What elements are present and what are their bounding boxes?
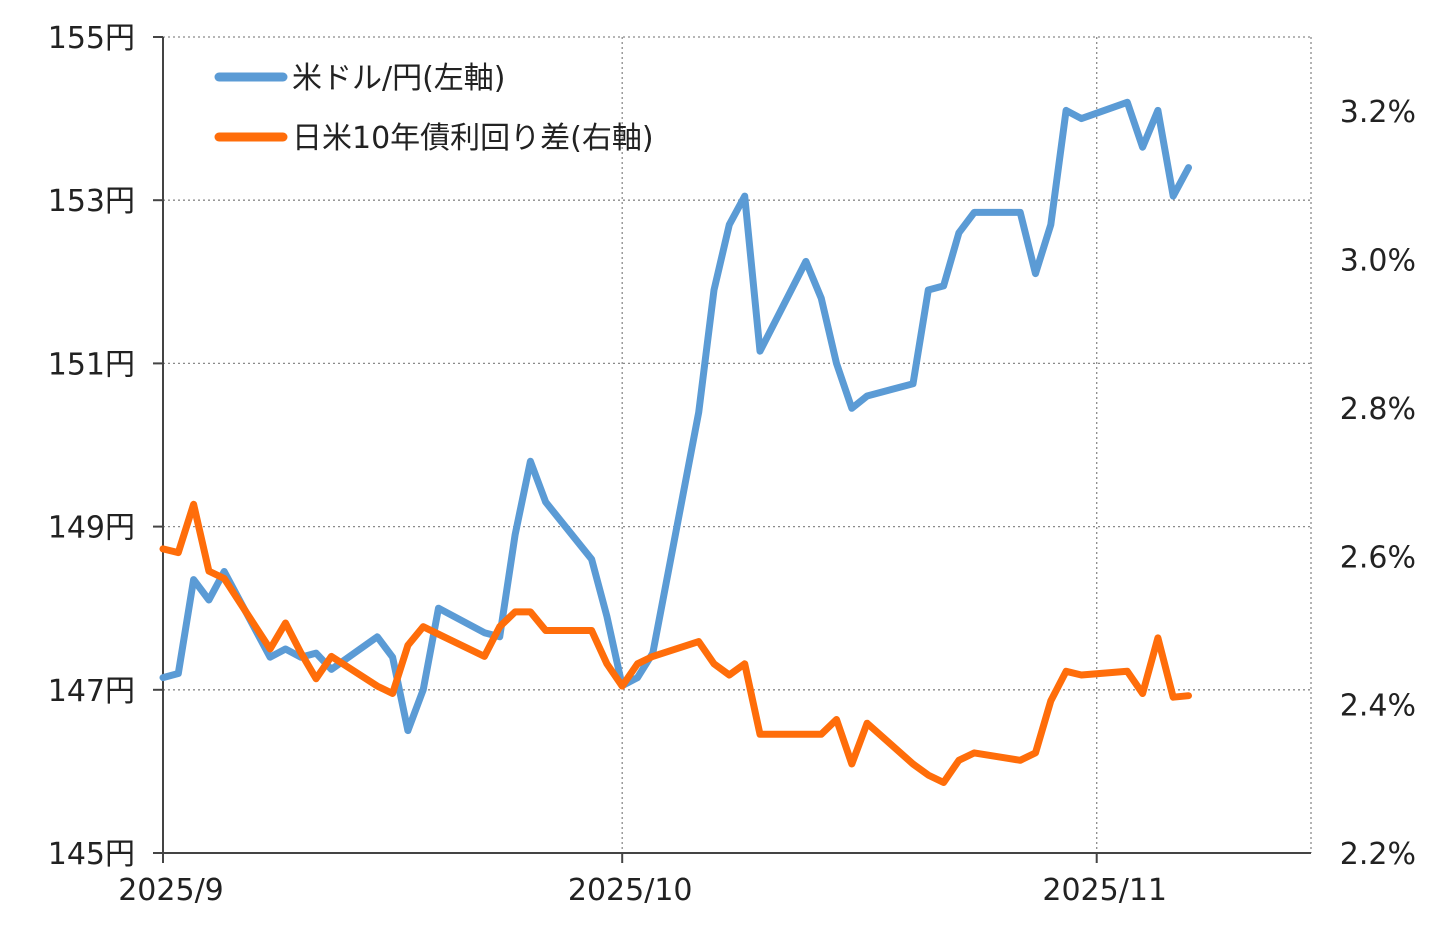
legend-label: 米ドル/円(左軸) [292,61,506,96]
right-tick-label: 3.2% [1340,95,1416,130]
left-tick-label: 149円 [48,511,135,546]
right-tick-label: 2.4% [1340,689,1416,724]
left-tick-label: 155円 [48,21,135,56]
left-tick-label: 147円 [48,674,135,709]
axes: 145円 147円 149円 151円 153円 155円 2.2% 2.4% 2.6% 2.8%… [48,21,1416,908]
right-tick-label: 2.2% [1340,837,1416,872]
left-tick-label: 153円 [48,184,135,219]
series-line-usdjpy [159,98,1192,735]
series-line-yield-spread [159,500,1192,786]
x-tick-label: 2025/11 [1042,873,1167,908]
right-tick-label: 2.6% [1340,540,1416,575]
series-lines [159,98,1192,786]
right-tick-label: 3.0% [1340,244,1416,279]
right-tick-label: 2.8% [1340,392,1416,427]
x-tick-label: 2025/10 [568,873,693,908]
gridlines [163,36,1312,853]
left-tick-label: 151円 [48,347,135,382]
left-tick-label: 145円 [48,837,135,872]
legend: 米ドル/円(左軸) 日米10年債利回り差(右軸) [214,61,654,156]
legend-label: 日米10年債利回り差(右軸) [292,121,654,156]
x-tick-label: 2025/9 [118,873,224,908]
